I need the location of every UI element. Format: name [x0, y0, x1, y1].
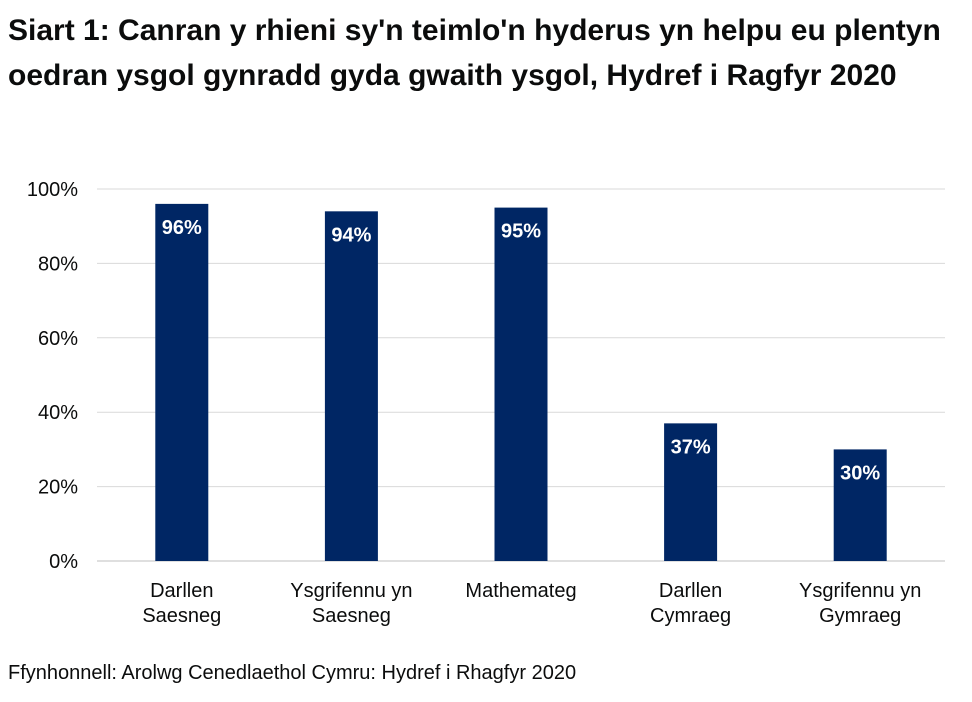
- y-tick-label: 20%: [38, 477, 78, 499]
- x-tick-label: Cymraeg: [650, 605, 731, 627]
- bar: [833, 449, 887, 561]
- x-tick-label: Ysgrifennu yn: [290, 580, 412, 602]
- y-tick-label: 40%: [38, 402, 78, 424]
- data-label: 94%: [331, 224, 371, 246]
- x-tick-label: Gymraeg: [819, 605, 901, 627]
- source-note: Ffynhonnell: Arolwg Cenedlaethol Cymru: …: [8, 662, 577, 684]
- y-tick-label: 60%: [38, 328, 78, 350]
- x-tick-label: Darllen: [659, 580, 722, 602]
- x-tick-label: Mathemateg: [465, 580, 576, 602]
- y-tick-label: 100%: [27, 179, 78, 201]
- chart-title: Siart 1: Canran y rhieni sy'n teimlo'n h…: [8, 14, 941, 92]
- bar: [155, 203, 209, 561]
- y-tick-label: 0%: [49, 551, 78, 573]
- data-label: 96%: [162, 217, 202, 239]
- bar: [324, 211, 378, 561]
- data-label: 37%: [671, 436, 711, 458]
- data-label: 95%: [501, 221, 541, 243]
- x-tick-label: Saesneg: [142, 605, 221, 627]
- data-label: 30%: [840, 462, 880, 484]
- bar: [494, 207, 548, 561]
- x-tick-label: Saesneg: [312, 605, 391, 627]
- y-tick-label: 80%: [38, 253, 78, 275]
- bar: [664, 423, 718, 561]
- x-tick-label: Ysgrifennu yn: [799, 580, 921, 602]
- x-tick-label: Darllen: [150, 580, 213, 602]
